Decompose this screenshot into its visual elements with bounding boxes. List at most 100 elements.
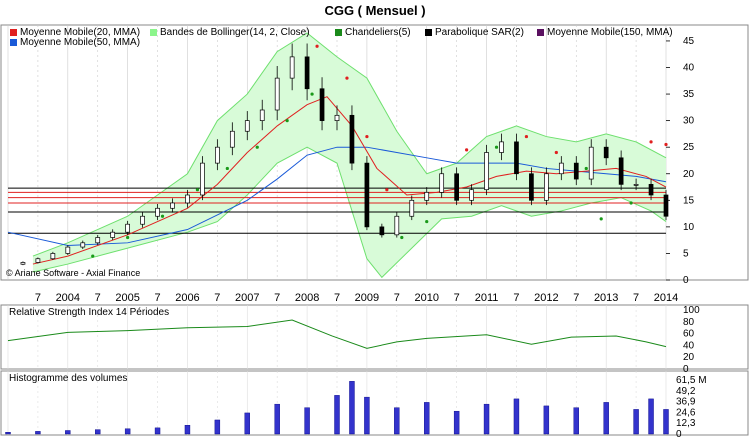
- candle-body: [484, 152, 489, 191]
- candle-body: [334, 114, 340, 121]
- sar-dot: [524, 134, 529, 139]
- sar-dot: [225, 166, 229, 171]
- candle-body: [289, 56, 295, 79]
- volume-y-tick-label: 49,2: [676, 386, 696, 397]
- x-tick-label: 2007: [235, 292, 259, 304]
- candle-body: [514, 141, 519, 175]
- volume-bar: [648, 398, 654, 435]
- sar-dot: [494, 145, 499, 149]
- candle-body: [185, 194, 190, 204]
- volume-bar: [394, 407, 400, 435]
- candle-body: [364, 162, 370, 228]
- rsi-panel-title: Relative Strength Index 14 Périodes: [9, 307, 170, 318]
- x-tick-label: 7: [95, 292, 101, 304]
- candle-body: [394, 215, 400, 236]
- x-tick-label: 7: [394, 292, 400, 304]
- legend-label: Parabolique SAR(2): [435, 27, 524, 38]
- volume-bar: [663, 409, 669, 435]
- candle-body: [65, 246, 71, 254]
- candle-body: [603, 146, 609, 159]
- bollinger-lower-line: [32, 146, 667, 279]
- candle-body: [439, 173, 445, 193]
- volume-bar: [304, 407, 310, 435]
- legend-item-sar: Parabolique SAR(2): [425, 27, 524, 38]
- candle-body: [454, 173, 459, 201]
- volume-y-tick-label: 12,3: [676, 418, 696, 429]
- candle-body: [648, 184, 654, 196]
- candle-body: [379, 226, 385, 236]
- volume-bar: [603, 402, 609, 435]
- rsi-line: [7, 319, 667, 349]
- x-tick-label: 2005: [115, 292, 139, 304]
- x-tick-label: 2011: [475, 292, 499, 304]
- candle-body: [140, 215, 145, 225]
- sar-dot: [465, 148, 469, 152]
- y-tick-label: 25: [683, 142, 695, 153]
- volume-bar: [334, 395, 340, 435]
- sar-dot: [160, 214, 165, 218]
- x-tick-label: 7: [573, 292, 579, 304]
- candle-body: [319, 88, 325, 121]
- legend-label: Moyenne Mobile(50, MMA): [20, 37, 141, 48]
- sar-dot: [425, 219, 429, 224]
- volume-bar: [35, 431, 41, 435]
- sar-dot: [345, 76, 349, 80]
- candle-body: [424, 191, 430, 201]
- sar-dot: [285, 119, 289, 123]
- x-tick-label: 2012: [534, 292, 558, 304]
- volume-bar: [543, 405, 550, 435]
- candle-body: [588, 146, 594, 180]
- volume-y-tick-label: 24,6: [676, 407, 696, 418]
- candle-body: [125, 223, 130, 233]
- x-tick-label: 2013: [594, 292, 618, 304]
- y-tick-label: 40: [683, 63, 695, 74]
- candle-body: [110, 231, 116, 238]
- volume-panel-frame: [0, 370, 749, 436]
- candle-body: [229, 130, 235, 148]
- sar-dot: [649, 140, 653, 144]
- volume-bar: [65, 430, 71, 435]
- candle-body: [170, 202, 175, 209]
- volume-bar: [633, 409, 639, 435]
- legend-label: Chandeliers(5): [345, 27, 411, 38]
- candle-body: [215, 146, 220, 164]
- volume-panel-title: Histogramme des volumes: [9, 373, 128, 384]
- sar-dot: [255, 145, 259, 149]
- sar-dot: [664, 142, 668, 147]
- candle-body: [618, 157, 624, 185]
- candle-body: [35, 258, 41, 263]
- x-tick-label: 2004: [56, 292, 80, 304]
- candle-body: [274, 77, 280, 111]
- volume-y-tick-label: 0: [676, 429, 682, 437]
- y-tick-label: 35: [683, 89, 695, 100]
- volume-bar: [573, 407, 579, 435]
- y-tick-label: 20: [683, 169, 695, 180]
- y-tick-label: 5: [683, 248, 689, 259]
- candle-body: [50, 253, 56, 260]
- candle-body: [409, 199, 415, 217]
- volume-bar: [184, 425, 191, 435]
- candle-body: [633, 184, 639, 186]
- volume-bar: [95, 429, 101, 435]
- x-tick-label: 7: [274, 292, 280, 304]
- sar-dot: [599, 217, 603, 221]
- candle-body: [469, 189, 474, 201]
- legend-item-mma20: Moyenne Mobile(20, MMA): [10, 27, 140, 38]
- legend-label: Moyenne Mobile(150, MMA): [547, 27, 673, 38]
- candle-body: [95, 237, 101, 244]
- x-tick-label: 7: [633, 292, 639, 304]
- volume-y-tick-label: 61,5 M: [676, 375, 707, 386]
- sar-dot: [400, 235, 404, 240]
- candle-body: [663, 194, 669, 217]
- x-tick-label: 7: [454, 292, 460, 304]
- sar-dot: [310, 92, 314, 96]
- candle-body: [544, 173, 549, 201]
- candle-body: [155, 207, 160, 217]
- volume-bar: [483, 403, 490, 435]
- rsi-y-tick-label: 80: [683, 317, 695, 328]
- copyright-text: © Ariane Software - Axial Finance: [6, 268, 141, 278]
- volume-bar: [453, 410, 460, 435]
- volume-bar: [214, 419, 221, 435]
- sar-dot: [584, 166, 588, 171]
